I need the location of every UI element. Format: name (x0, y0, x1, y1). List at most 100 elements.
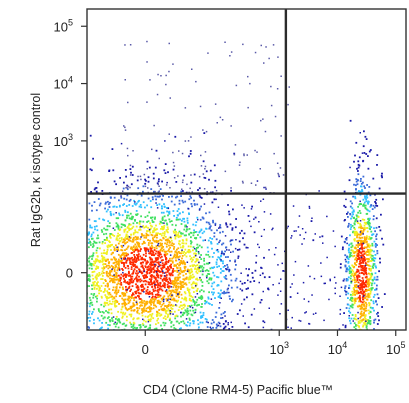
event-dot (356, 183, 359, 186)
event-dot (345, 238, 348, 241)
event-dot (310, 220, 313, 222)
event-dot (78, 264, 80, 266)
event-dot (159, 256, 162, 259)
event-dot (106, 238, 108, 240)
event-dot (178, 199, 181, 202)
event-dot (170, 263, 172, 266)
event-dot (213, 274, 216, 277)
event-dot (282, 174, 285, 176)
event-dot (184, 252, 187, 254)
event-dot (373, 250, 375, 253)
event-dot (351, 299, 354, 301)
event-dot (379, 257, 381, 260)
event-dot (39, 284, 41, 286)
event-dot (365, 198, 367, 201)
event-dot (361, 250, 364, 253)
event-dot (136, 231, 139, 234)
event-dot (354, 234, 356, 236)
event-dot (146, 357, 148, 359)
event-dot (135, 270, 138, 272)
event-dot (366, 260, 369, 263)
event-dot (376, 313, 378, 315)
event-dot (347, 211, 349, 214)
event-dot (113, 270, 116, 273)
event-dot (356, 215, 359, 218)
event-dot (371, 244, 374, 247)
event-dot (373, 319, 376, 322)
event-dot (348, 310, 350, 313)
event-dot (162, 296, 165, 299)
event-dot (165, 339, 167, 341)
event-dot (358, 326, 360, 328)
event-dot (165, 74, 167, 77)
event-dot (247, 287, 249, 290)
event-dot (275, 247, 277, 249)
event-dot (128, 217, 131, 220)
event-dot (121, 323, 124, 326)
event-dot (166, 333, 168, 335)
event-dot (107, 244, 110, 247)
event-dot (115, 315, 118, 318)
event-dot (124, 331, 126, 333)
event-dot (171, 223, 174, 226)
event-dot (139, 238, 142, 240)
event-dot (120, 195, 122, 197)
event-dot (361, 286, 363, 289)
event-dot (149, 247, 152, 250)
event-dot (228, 284, 230, 287)
event-dot (162, 248, 165, 251)
event-dot (133, 332, 135, 334)
event-dot (219, 224, 222, 226)
event-dot (365, 280, 368, 282)
event-dot (112, 281, 114, 284)
event-dot (108, 324, 111, 327)
event-dot (140, 194, 143, 197)
event-dot (375, 217, 378, 220)
event-dot (145, 252, 147, 255)
event-dot (372, 302, 375, 305)
event-dot (366, 243, 369, 246)
event-dot (96, 277, 98, 279)
event-dot (91, 313, 93, 315)
event-dot (91, 258, 93, 260)
event-dot (365, 288, 367, 291)
event-dot (128, 272, 130, 274)
event-dot (182, 211, 184, 214)
event-dot (71, 211, 73, 213)
event-dot (229, 273, 232, 276)
event-dot (359, 286, 362, 289)
event-dot (110, 277, 113, 280)
event-dot (378, 187, 381, 190)
event-dot (240, 272, 242, 274)
event-dot (120, 308, 123, 311)
event-dot (222, 334, 224, 336)
event-dot (192, 309, 195, 312)
event-dot (184, 296, 187, 299)
event-dot (136, 309, 139, 312)
event-dot (365, 246, 368, 249)
event-dot (103, 353, 105, 355)
event-dot (142, 220, 145, 223)
event-dot (116, 246, 118, 248)
event-dot (166, 305, 168, 307)
event-dot (374, 398, 376, 400)
event-dot (139, 326, 142, 328)
event-dot (376, 252, 379, 255)
event-dot (113, 297, 116, 300)
event-dot (150, 308, 153, 310)
event-dot (182, 252, 185, 254)
event-dot (205, 339, 207, 341)
event-dot (142, 266, 144, 269)
event-dot (111, 349, 113, 351)
event-dot (361, 272, 363, 274)
event-dot (156, 234, 158, 236)
event-dot (179, 331, 181, 333)
event-dot (13, 299, 15, 301)
event-dot (152, 263, 155, 266)
event-dot (369, 333, 371, 335)
event-dot (132, 318, 135, 321)
event-dot (1, 240, 3, 242)
event-dot (187, 269, 190, 272)
event-dot (126, 246, 129, 249)
event-dot (226, 288, 229, 291)
